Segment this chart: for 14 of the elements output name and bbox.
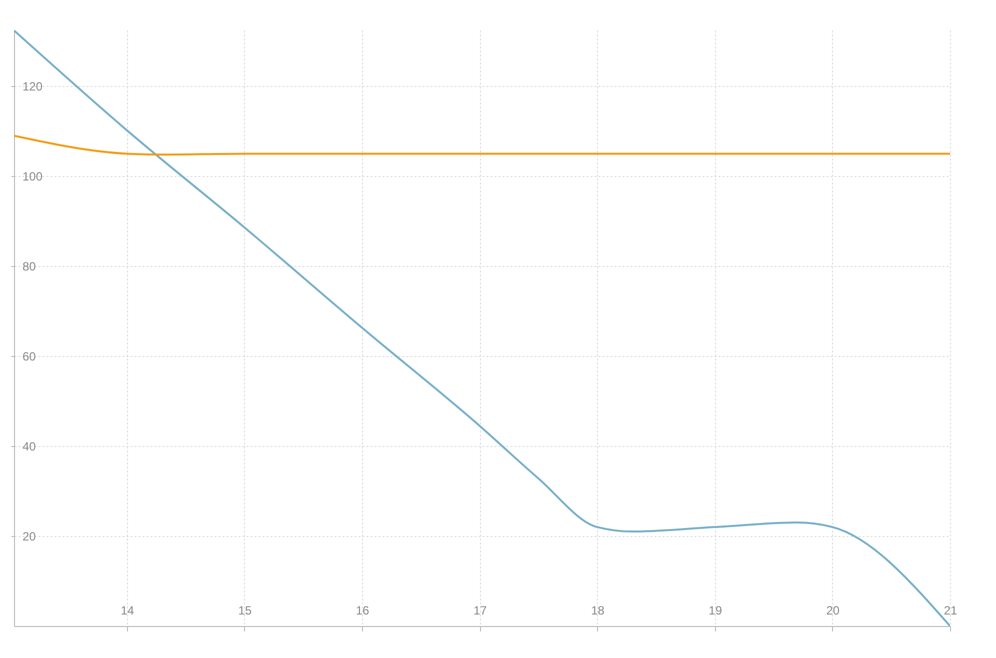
y-tick-label: 20 bbox=[22, 530, 36, 544]
x-tick-label: 17 bbox=[473, 604, 488, 618]
y-tick-label: 40 bbox=[22, 440, 36, 454]
y-tick-label: 80 bbox=[22, 260, 36, 274]
y-tick-label: 100 bbox=[22, 170, 43, 184]
x-tick-label: 21 bbox=[944, 604, 958, 618]
x-tick-label: 20 bbox=[826, 604, 840, 618]
x-tick-label: 16 bbox=[356, 604, 370, 618]
x-tick-label: 18 bbox=[591, 604, 605, 618]
x-tick-label: 14 bbox=[120, 604, 134, 618]
y-tick-label: 60 bbox=[22, 350, 36, 364]
x-tick-label: 19 bbox=[708, 604, 722, 618]
x-tick-label: 15 bbox=[238, 604, 252, 618]
y-tick-label: 120 bbox=[22, 80, 43, 94]
